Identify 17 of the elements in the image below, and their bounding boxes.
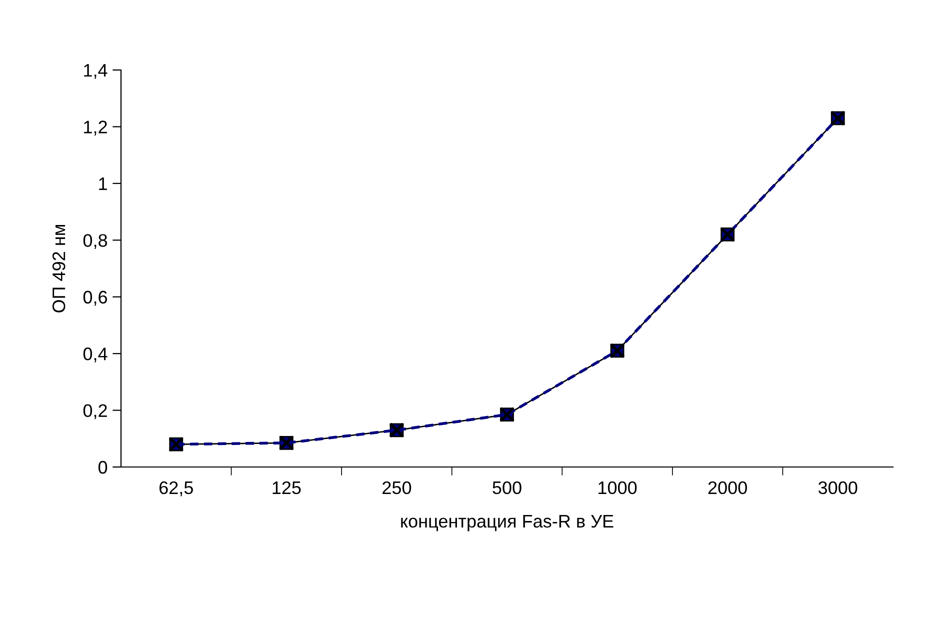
x-tick-label: 2000	[708, 481, 747, 494]
y-tick-label: 0	[98, 460, 108, 474]
y-tick-label: 0,4	[83, 348, 108, 362]
x-axis-title: концентрация Fas-R в УЕ	[401, 515, 614, 532]
y-tick-label: 0,6	[83, 290, 108, 306]
y-tick-label: 1	[99, 178, 107, 190]
x-tick-label: 125	[272, 481, 301, 494]
x-tick-label: 62,5	[159, 481, 193, 496]
y-tick-label: 1,4	[84, 64, 108, 79]
y-tick-label: 1,2	[84, 120, 107, 136]
y-axis-title: ОП 492 нм	[52, 224, 66, 312]
x-tick-label: 3000	[818, 481, 858, 494]
y-tick-label: 0,8	[83, 234, 108, 249]
x-tick-label: 500	[492, 481, 522, 494]
x-tick-label: 250	[382, 481, 412, 494]
x-tick-label: 1000	[598, 481, 637, 494]
y-tick-label: 0,2	[83, 404, 107, 420]
